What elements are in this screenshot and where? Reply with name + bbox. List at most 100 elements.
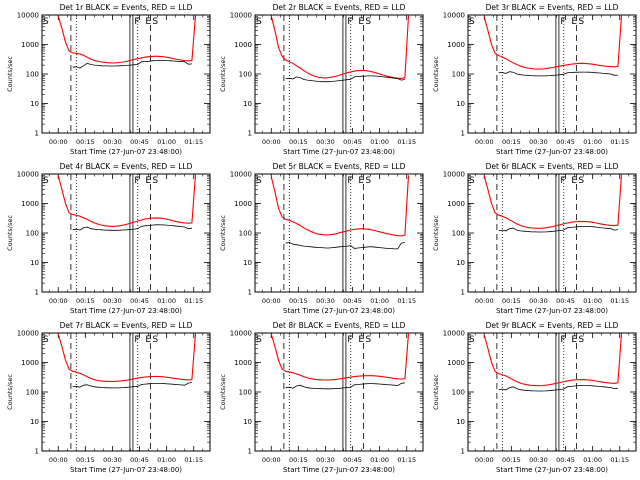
plot-frame	[254, 173, 424, 293]
y-tick-label: 10000	[443, 171, 465, 179]
y-axis-label: Counts/sec	[219, 215, 227, 251]
y-axis-label: Counts/sec	[6, 374, 14, 410]
plot-frame	[254, 14, 424, 134]
series-events-line	[72, 60, 192, 69]
x-tick-label: 00:45	[343, 456, 362, 464]
x-axis-label: Start Time (27-Jun-07 23:48:00)	[70, 148, 182, 156]
marker-label: F	[134, 335, 139, 345]
y-tick-label: 10	[456, 100, 465, 108]
chart-panel: Det 3r BLACK = Events, RED = LLD Start Ti…	[432, 3, 637, 156]
chart-title: Det 1r BLACK = Events, RED = LLD	[60, 3, 193, 12]
x-tick-label: 01:00	[370, 456, 389, 464]
x-tick-label: 00:30	[103, 138, 122, 146]
series-events-line	[498, 226, 618, 233]
y-tick-label: 1000	[21, 359, 39, 367]
x-tick-label: 01:15	[610, 456, 629, 464]
marker-label: S	[365, 335, 371, 345]
y-tick-label: 100	[26, 389, 39, 397]
series-events-line	[285, 382, 405, 390]
marker-label: E	[358, 176, 364, 186]
plot-frame	[41, 173, 211, 293]
chart-panel: Det 7r BLACK = Events, RED = LLD Start Ti…	[6, 321, 211, 474]
marker-label: S	[256, 17, 262, 27]
chart-panel: Det 1r BLACK = Events, RED = LLD Start Ti…	[6, 3, 211, 156]
x-tick-label: 01:00	[583, 456, 602, 464]
series-lld-line	[270, 15, 410, 80]
x-tick-label: 00:15	[502, 138, 521, 146]
series-lld-line	[57, 15, 197, 64]
y-tick-label: 1	[35, 448, 39, 456]
y-tick-label: 10	[30, 418, 39, 426]
y-tick-label: 1	[35, 289, 39, 297]
y-tick-label: 10000	[230, 330, 252, 338]
series-lld-line	[483, 174, 623, 229]
marker-label: S	[43, 176, 49, 186]
x-axis-label: Start Time (27-Jun-07 23:48:00)	[283, 466, 395, 474]
marker-label: E	[145, 17, 151, 27]
y-tick-label: 100	[26, 71, 39, 79]
x-axis-label: Start Time (27-Jun-07 23:48:00)	[496, 148, 608, 156]
marker-label: F	[134, 17, 139, 27]
series-events-line	[285, 75, 405, 83]
chart-title: Det 8r BLACK = Events, RED = LLD	[273, 321, 406, 330]
x-tick-label: 00:30	[316, 456, 335, 464]
series-events-line	[72, 382, 192, 389]
x-tick-label: 00:30	[529, 456, 548, 464]
y-tick-label: 10000	[17, 12, 39, 20]
y-tick-label: 10000	[17, 171, 39, 179]
marker-label: E	[571, 335, 577, 345]
x-tick-label: 00:30	[316, 297, 335, 305]
marker-label: F	[560, 17, 565, 27]
x-tick-label: 00:15	[76, 456, 95, 464]
marker-label: S	[469, 17, 475, 27]
y-tick-label: 10000	[443, 330, 465, 338]
y-tick-label: 100	[239, 230, 252, 238]
x-tick-label: 01:00	[370, 138, 389, 146]
marker-label: S	[152, 176, 158, 186]
chart-panel: Det 2r BLACK = Events, RED = LLD Start Ti…	[219, 3, 424, 156]
y-tick-label: 100	[26, 230, 39, 238]
plot-frame	[467, 332, 637, 452]
chart-title: Det 6r BLACK = Events, RED = LLD	[486, 162, 619, 171]
marker-label: F	[134, 176, 139, 186]
y-tick-label: 1000	[234, 359, 252, 367]
y-tick-label: 1000	[447, 359, 465, 367]
x-tick-label: 00:45	[130, 138, 149, 146]
marker-label: S	[152, 335, 158, 345]
x-tick-label: 00:45	[343, 138, 362, 146]
chart-panel: Det 4r BLACK = Events, RED = LLD Start Ti…	[6, 162, 211, 315]
y-tick-label: 10000	[230, 12, 252, 20]
marker-label: S	[578, 335, 584, 345]
series-lld-line	[270, 333, 410, 381]
x-axis-label: Start Time (27-Jun-07 23:48:00)	[496, 466, 608, 474]
x-tick-label: 00:45	[556, 297, 575, 305]
x-tick-label: 01:00	[157, 297, 176, 305]
x-tick-label: 00:45	[130, 456, 149, 464]
marker-label: S	[256, 176, 262, 186]
y-tick-label: 10000	[443, 12, 465, 20]
marker-label: S	[469, 176, 475, 186]
x-axis-label: Start Time (27-Jun-07 23:48:00)	[70, 466, 182, 474]
x-tick-label: 00:00	[475, 297, 494, 305]
marker-label: S	[43, 335, 49, 345]
y-axis-label: Counts/sec	[219, 56, 227, 92]
x-tick-label: 00:00	[262, 138, 281, 146]
x-tick-label: 00:15	[76, 138, 95, 146]
y-axis-label: Counts/sec	[432, 215, 440, 251]
x-tick-label: 00:15	[289, 456, 308, 464]
marker-label: S	[578, 17, 584, 27]
x-axis-label: Start Time (27-Jun-07 23:48:00)	[496, 307, 608, 315]
series-events-line	[498, 385, 618, 392]
chart-panel: Det 6r BLACK = Events, RED = LLD Start Ti…	[432, 162, 637, 315]
y-tick-label: 1000	[447, 200, 465, 208]
marker-label: S	[365, 17, 371, 27]
marker-label: F	[347, 17, 352, 27]
x-tick-label: 00:00	[49, 138, 68, 146]
marker-label: S	[256, 335, 262, 345]
x-tick-label: 00:00	[475, 138, 494, 146]
x-axis-label: Start Time (27-Jun-07 23:48:00)	[70, 307, 182, 315]
x-tick-label: 01:15	[610, 138, 629, 146]
series-events-line	[72, 224, 192, 231]
x-axis-label: Start Time (27-Jun-07 23:48:00)	[283, 148, 395, 156]
marker-label: F	[347, 335, 352, 345]
